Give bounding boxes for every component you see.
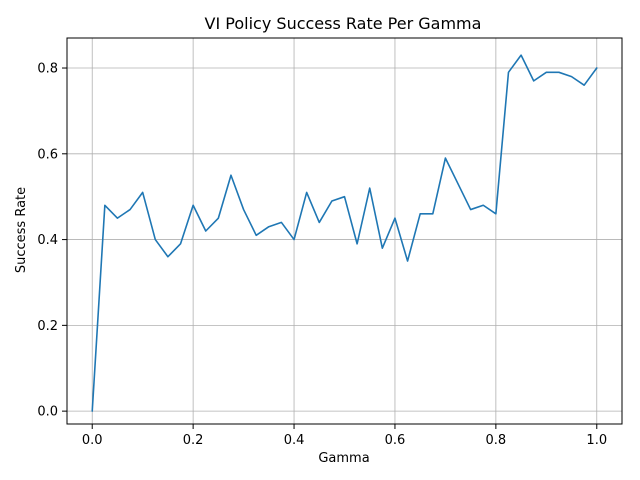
x-tick-label: 0.4 <box>284 433 305 448</box>
y-tick-label: 0.4 <box>37 233 58 248</box>
x-tick-label: 1.0 <box>586 433 607 448</box>
y-tick-label: 0.6 <box>37 147 58 162</box>
y-tick-label: 0.2 <box>37 319 58 334</box>
y-tick-label: 0.0 <box>37 405 58 420</box>
x-tick-label: 0.0 <box>82 433 103 448</box>
ticks-layer: 0.0 0.2 0.4 0.6 0.8 1.0 0.0 0.2 0.4 0.6 0.8 <box>37 62 607 448</box>
x-tick-label: 0.6 <box>385 433 406 448</box>
grid-layer <box>67 38 622 424</box>
x-tick-label: 0.2 <box>183 433 204 448</box>
series-line <box>91 54 598 412</box>
y-tick-label: 0.8 <box>37 62 58 77</box>
x-axis-label: Gamma <box>318 451 369 466</box>
y-axis-label: Success Rate <box>14 187 29 273</box>
plot-area-frame <box>66 37 623 425</box>
x-tick-label: 0.8 <box>486 433 507 448</box>
series-layer <box>91 54 598 412</box>
chart-title: VI Policy Success Rate Per Gamma <box>205 14 482 33</box>
